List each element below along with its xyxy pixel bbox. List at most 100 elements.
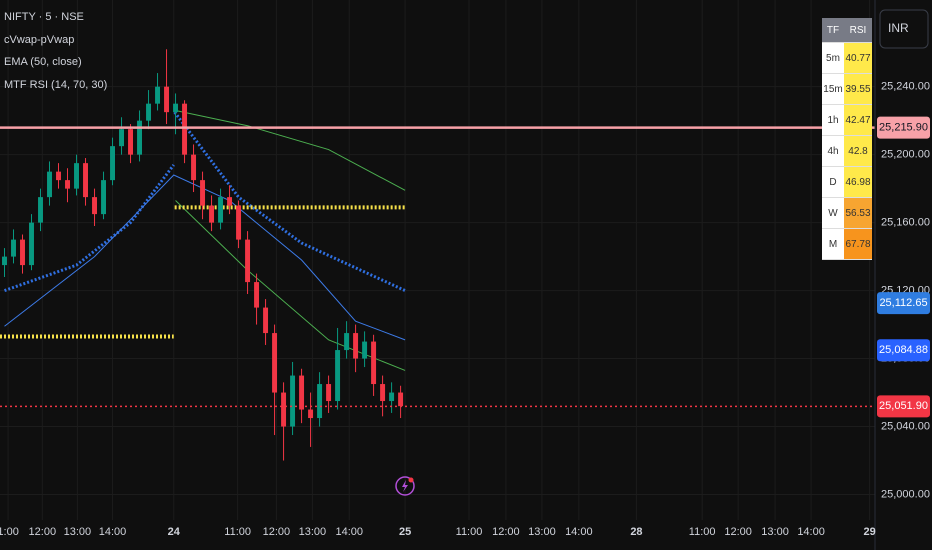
x-tick-label: 13:00 [64, 526, 92, 538]
x-tick-label: 24 [168, 526, 181, 538]
candle-body [209, 205, 215, 223]
price-badge-label: 25,112.65 [879, 297, 927, 309]
rsi-row: 4h 42.8 [822, 135, 872, 167]
candle-body [218, 197, 224, 223]
candle-body [344, 333, 350, 351]
x-tick-label: 28 [630, 526, 642, 538]
symbol: NIFTY · 5 · NSE [4, 11, 84, 23]
candle-body [362, 341, 368, 359]
candle-body [128, 129, 134, 155]
price-badge [877, 116, 930, 139]
rsi-row: 15m 39.55 [822, 73, 872, 105]
x-tick-label: 29 [863, 526, 875, 538]
candle-body [182, 103, 188, 155]
y-tick-label: 25,200.00 [881, 149, 930, 161]
rsi-cell: 15m [822, 73, 844, 105]
x-tick-label: 14:00 [99, 526, 127, 538]
candle-body [281, 392, 287, 427]
price-badge [877, 339, 930, 362]
rsi-row: M 67.78 [822, 228, 872, 260]
candle-body [56, 171, 61, 181]
x-tick-label: 1:00 [0, 526, 19, 538]
event-icon-bolt [402, 480, 408, 492]
rsi-cell: RSI [844, 18, 872, 43]
x-tick-label: 12:00 [724, 526, 752, 538]
candle-body [263, 307, 269, 334]
rsi-cell: 46.98 [844, 166, 872, 198]
rsi-cell: 42.8 [844, 135, 872, 167]
candle-body [371, 341, 377, 385]
y-tick-label: 25,160.00 [881, 217, 930, 229]
candle-body [227, 197, 233, 206]
candle-body [38, 197, 43, 223]
rsi-cell: 67.78 [844, 228, 872, 260]
x-tick-label: 12:00 [263, 526, 291, 538]
candle-body [110, 146, 116, 181]
rsi-cell: 1h [822, 104, 844, 136]
candle-body [155, 86, 161, 104]
candle-body [29, 222, 34, 266]
candle-body [335, 350, 341, 402]
x-tick-label: 11:00 [689, 526, 716, 538]
overlay-line [175, 109, 406, 191]
overlay-line [4, 111, 406, 293]
x-tick-label: 14:00 [336, 526, 364, 538]
x-tick-label: 12:00 [29, 526, 57, 538]
price-badge [877, 292, 930, 315]
y-tick-label: 25,040.00 [881, 420, 930, 432]
candle-body [389, 392, 395, 402]
y-tick-label: 25,000.00 [881, 488, 930, 500]
x-tick-label: 13:00 [761, 526, 789, 538]
rsi-cell: 40.77 [844, 42, 872, 74]
candle-body [137, 120, 143, 155]
x-tick-label: 14:00 [565, 526, 593, 538]
candle-body [326, 384, 332, 402]
candle-body [74, 163, 79, 189]
indicator-label[interactable]: cVwap-pVwap [4, 34, 74, 46]
candle-body [164, 86, 170, 113]
plot [0, 49, 875, 461]
event-dot [408, 477, 414, 483]
candle-body [200, 180, 206, 206]
x-tick-label: 13:00 [528, 526, 556, 538]
candle-body [245, 239, 251, 283]
indicator-label[interactable]: EMA (50, close) [4, 56, 82, 68]
rsi-cell: M [822, 228, 844, 260]
candle-body [299, 375, 305, 410]
rsi-cell: 42.47 [844, 104, 872, 136]
candle-body [398, 392, 404, 407]
price-badge-label: 25,051.90 [879, 400, 928, 412]
rsi-cell: 39.55 [844, 73, 872, 105]
candle-body [2, 256, 7, 266]
indicator-label[interactable]: MTF RSI (14, 70, 30) [4, 79, 107, 91]
candle-body [83, 163, 88, 198]
candle-body [173, 103, 179, 113]
candle-body [290, 375, 296, 427]
currency-button[interactable] [879, 9, 929, 49]
candle-body [11, 239, 16, 257]
rsi-header: TF RSI [822, 18, 872, 43]
event-icon[interactable] [395, 476, 415, 496]
candle-body [146, 103, 152, 121]
y-tick-label: 25,240.00 [881, 81, 930, 93]
rsi-cell: D [822, 166, 844, 198]
x-tick-label: 11:00 [456, 526, 483, 538]
x-tick-label: 13:00 [299, 526, 327, 538]
candle-body [308, 409, 314, 419]
rsi-cell: W [822, 197, 844, 229]
x-tick-label: 11:00 [224, 526, 251, 538]
candle-body [65, 180, 70, 189]
rsi-row: D 46.98 [822, 166, 872, 198]
currency-label[interactable]: INR [888, 21, 909, 35]
rsi-cell: 5m [822, 42, 844, 74]
price-badge-label: 25,084.88 [879, 344, 928, 356]
candle-body [191, 154, 197, 181]
price-badge [877, 395, 930, 418]
axes: 25,000.0025,040.0025,080.0025,120.0025,1… [0, 81, 930, 538]
rsi-cell: TF [822, 18, 844, 43]
candle-body [101, 180, 106, 215]
rsi-row: 1h 42.47 [822, 104, 872, 136]
